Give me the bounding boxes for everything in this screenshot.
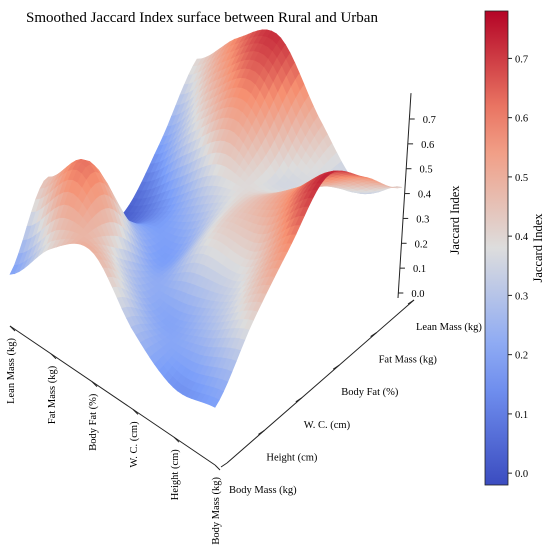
x-tick-mark <box>9 325 16 332</box>
y-tick-mark <box>220 462 228 468</box>
y-tick-mark <box>407 299 415 305</box>
x-axis-line <box>9 325 216 466</box>
z-tick-label: 0.0 <box>411 289 424 300</box>
z-tick-label: 0.7 <box>423 115 436 126</box>
chart-title: Smoothed Jaccard Index surface between R… <box>26 10 378 26</box>
y-tick-label: Fat Mass (kg) <box>379 355 438 366</box>
z-tick-label: 0.6 <box>421 140 434 151</box>
y-tick-label: Body Fat (%) <box>341 387 399 398</box>
y-tick-label: Body Mass (kg) <box>229 485 297 496</box>
x-tick-label: Height (cm) <box>170 449 181 501</box>
colorbar-tick-label: 0.5 <box>515 173 528 184</box>
z-axis-label: Jaccard Index <box>448 185 462 255</box>
x-tick-label: W. C. (cm) <box>129 421 140 468</box>
colorbar-tick-label: 0.6 <box>515 114 528 125</box>
z-tick-label: 0.4 <box>418 190 432 201</box>
x-tick-label: Lean Mass (kg) <box>6 338 17 404</box>
surface-mesh <box>9 29 403 408</box>
colorbar-tick-label: 0.2 <box>515 351 528 362</box>
colorbar-tick-label: 0.3 <box>515 291 528 302</box>
surface-patch <box>209 397 220 408</box>
colorbar-ticks: 0.0 0.1 0.2 0.3 0.4 0.5 0.6 0.7 <box>508 54 529 480</box>
colorbar-tick-label: 0.7 <box>515 54 528 65</box>
z-tick-label: 0.1 <box>413 264 426 275</box>
z-tick-label: 0.2 <box>415 239 428 250</box>
x-tick-label: Body Fat (%) <box>88 393 99 451</box>
y-tick-mark <box>258 429 265 435</box>
colorbar-tick-label: 0.0 <box>515 469 528 480</box>
y-tick-mark <box>295 397 303 403</box>
z-tick-label: 0.5 <box>419 165 432 176</box>
colorbar-label: Jaccard Index <box>531 213 545 283</box>
x-tick-mark <box>132 409 139 415</box>
colorbar-tick-label: 0.1 <box>515 410 528 421</box>
x-tick-mark <box>50 353 57 360</box>
x-tick-mark <box>91 381 98 387</box>
y-tick-mark <box>332 364 340 370</box>
x-tick-mark <box>173 436 180 443</box>
axes-group: Body Mass (kg) Height (cm) W. C. (cm) Body … <box>6 93 482 545</box>
colorbar-tick-label: 0.4 <box>515 232 529 243</box>
z-axis-line <box>397 93 412 299</box>
y-tick-label: W. C. (cm) <box>304 420 351 431</box>
y-tick-label: Height (cm) <box>266 452 318 463</box>
z-tick-label: 0.3 <box>416 214 429 225</box>
x-tick-label: Fat Mass (kg) <box>47 365 58 424</box>
x-tick-label: Body Mass (kg) <box>211 477 222 545</box>
colorbar <box>484 10 509 486</box>
y-tick-mark <box>370 332 377 338</box>
y-tick-label: Lean Mass (kg) <box>416 322 482 333</box>
x-tick-mark <box>214 464 221 471</box>
y-axis-line <box>226 299 415 464</box>
